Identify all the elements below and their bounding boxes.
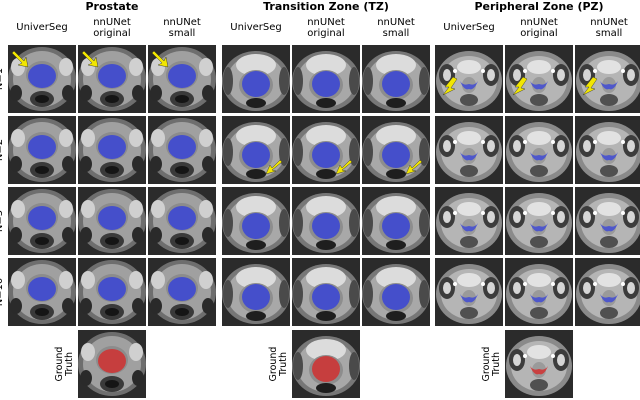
segmentation-tile [78,187,146,255]
column-header: nnUNet small [163,17,201,39]
segmentation-tile [435,187,503,255]
highlight-arrow-icon [512,76,528,96]
segmentation-tile [362,258,430,326]
segmentation-tile [292,258,360,326]
column-header: UniverSeg [443,22,495,33]
column-header: nnUNet small [590,17,628,39]
ground-truth-label: Ground Truth [268,346,289,382]
segmentation-tile [8,116,76,184]
segmentation-tile [78,116,146,184]
column-header: nnUNet original [93,17,131,39]
column-header: nnUNet small [377,17,415,39]
segmentation-tile [435,258,503,326]
ground-truth-label: Ground Truth [481,346,502,382]
segmentation-tile [505,45,573,113]
ground-truth-tile [292,330,360,398]
segmentation-tile [8,187,76,255]
highlight-arrow-icon [265,159,283,175]
segmentation-tile [148,258,216,326]
segmentation-tile [362,45,430,113]
segmentation-tile [292,187,360,255]
segmentation-tile [8,258,76,326]
segmentation-tile [292,45,360,113]
panel-title: Transition Zone (TZ) [263,0,389,13]
row-label: N=10 [0,277,5,307]
highlight-arrow-icon [582,76,598,96]
segmentation-tile [222,45,290,113]
ground-truth-label: Ground Truth [54,346,75,382]
highlight-arrow-icon [81,50,99,68]
segmentation-tile [78,258,146,326]
segmentation-tile [222,116,290,184]
highlight-arrow-icon [11,50,29,68]
column-header: nnUNet original [307,17,345,39]
highlight-arrow-icon [442,76,458,96]
row-label: N=5 [0,209,5,233]
highlight-arrow-icon [335,159,353,175]
segmentation-tile [222,187,290,255]
segmentation-tile [505,187,573,255]
row-label: N=1 [0,67,5,91]
ground-truth-tile [505,330,573,398]
segmentation-tile [575,258,640,326]
highlight-arrow-icon [405,159,423,175]
column-header: nnUNet original [520,17,558,39]
segmentation-tile [575,45,640,113]
segmentation-tile [8,45,76,113]
panel-title: Prostate [85,0,139,13]
row-label: N=2 [0,138,5,162]
segmentation-tile [435,45,503,113]
segmentation-tile [148,45,216,113]
segmentation-tile [78,45,146,113]
segmentation-tile [505,258,573,326]
segmentation-tile [575,187,640,255]
segmentation-tile [148,116,216,184]
segmentation-tile [292,116,360,184]
segmentation-tile [575,116,640,184]
segmentation-tile [362,187,430,255]
segmentation-tile [148,187,216,255]
highlight-arrow-icon [151,50,169,68]
segmentation-tile [362,116,430,184]
column-header: UniverSeg [16,22,68,33]
segmentation-tile [505,116,573,184]
ground-truth-tile [78,330,146,398]
segmentation-tile [222,258,290,326]
column-header: UniverSeg [230,22,282,33]
panel-title: Peripheral Zone (PZ) [474,0,604,13]
segmentation-tile [435,116,503,184]
